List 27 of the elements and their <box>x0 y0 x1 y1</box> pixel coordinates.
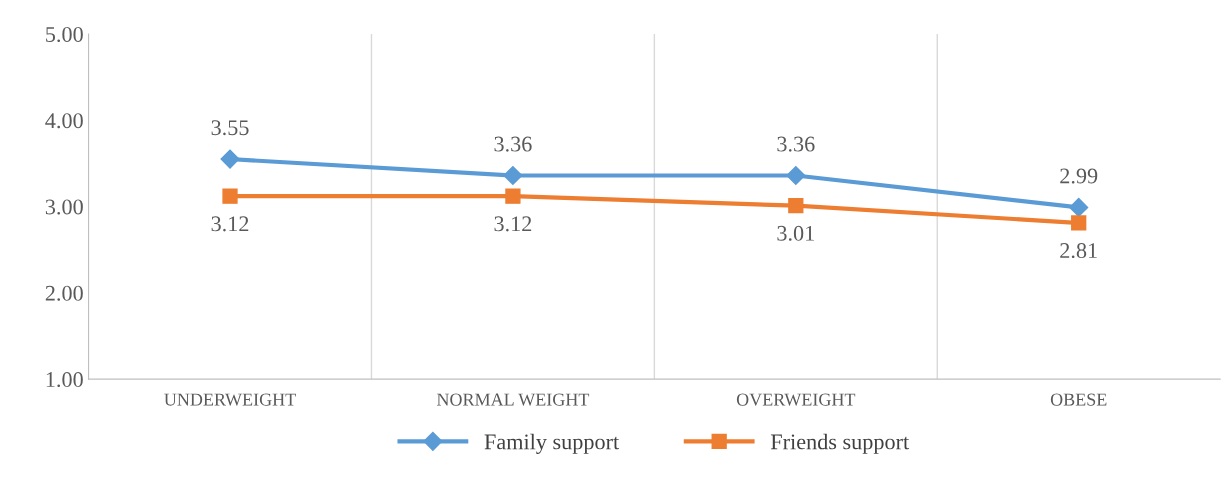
data-label: 3.12 <box>494 216 532 232</box>
data-label: 3.01 <box>777 225 814 241</box>
point <box>505 188 521 204</box>
y-tick-label: 5.00 <box>46 26 83 43</box>
y-tick-label: 1.00 <box>46 372 83 388</box>
data-label: 2.81 <box>1060 243 1097 259</box>
legend-label: Friends support <box>770 433 910 454</box>
x-tick-label: NORMAL WEIGHT <box>436 393 590 406</box>
point <box>222 188 238 204</box>
data-label: 3.12 <box>211 216 249 232</box>
x-tick-label: OBESE <box>1050 393 1107 406</box>
point <box>786 165 806 186</box>
y-tick-label: 2.00 <box>45 285 83 301</box>
point <box>788 198 804 214</box>
y-tick-label: 4.00 <box>45 113 83 129</box>
x-tick-label: UNDERWEIGHT <box>164 393 296 406</box>
point <box>503 165 523 186</box>
x-tick-label: OVERWEIGHT <box>736 393 856 406</box>
point <box>1071 215 1087 231</box>
point <box>220 149 240 169</box>
data-label: 2.99 <box>1060 168 1098 184</box>
legend-label: Family support <box>484 433 620 454</box>
point <box>1069 197 1089 217</box>
data-label: 3.55 <box>211 120 249 136</box>
data-label: 3.36 <box>494 136 532 152</box>
y-tick-label: 3.00 <box>45 199 83 215</box>
data-label: 3.36 <box>777 136 815 152</box>
